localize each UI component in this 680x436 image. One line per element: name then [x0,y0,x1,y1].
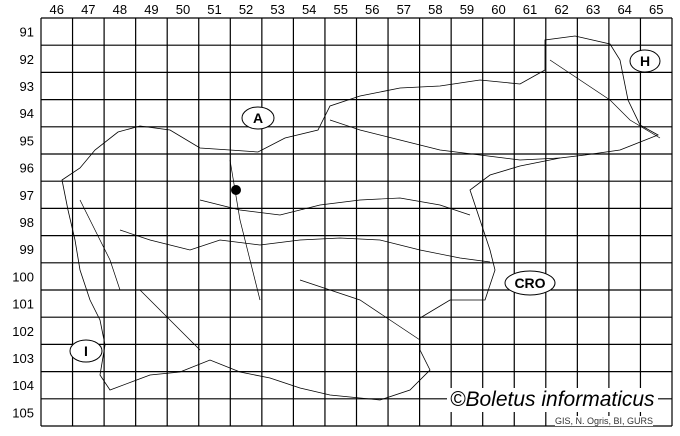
label-hungary: H [629,49,661,73]
row-labels: 91 92 93 94 95 96 97 98 99 100 101 102 103 104 105 [12,25,34,421]
record-dot [231,185,241,195]
column-labels: 46 47 48 49 50 51 52 53 54 55 56 57 58 59 60 61 62 63 64 65 [50,2,664,17]
grid-lines [40,17,673,427]
svg-text:I: I [84,343,88,359]
column-label: 53 [270,2,284,17]
column-label: 59 [460,2,474,17]
column-label: 48 [113,2,127,17]
row-label: 102 [12,324,34,339]
svg-text:A: A [253,110,263,126]
column-label: 54 [302,2,316,17]
column-label: 60 [491,2,505,17]
row-label: 98 [20,215,34,230]
column-label: 51 [207,2,221,17]
credit-text: GIS, N. Ogris, BI, GURS [555,416,654,426]
column-label: 56 [365,2,379,17]
label-austria: A [241,106,275,130]
column-label: 63 [586,2,600,17]
row-label: 101 [12,297,34,312]
row-label: 93 [20,79,34,94]
column-label: 52 [239,2,253,17]
country-border [61,35,659,401]
row-label: 94 [20,106,34,121]
svg-text:CRO: CRO [514,275,545,291]
column-label: 57 [397,2,411,17]
column-label: 46 [50,2,64,17]
label-italy: I [69,339,103,363]
column-label: 47 [81,2,95,17]
rivers [79,59,661,351]
column-label: 50 [176,2,190,17]
row-label: 99 [20,242,34,257]
column-label: 58 [428,2,442,17]
column-label: 62 [554,2,568,17]
column-label: 55 [333,2,347,17]
row-label: 104 [12,378,34,393]
row-label: 96 [20,161,34,176]
svg-text:H: H [640,53,650,69]
row-label: 105 [12,405,34,420]
row-label: 95 [20,133,34,148]
column-label: 49 [144,2,158,17]
row-label: 97 [20,188,34,203]
column-label: 61 [523,2,537,17]
row-label: 100 [12,269,34,284]
row-label: 92 [20,52,34,67]
row-label: 91 [20,25,34,40]
label-croatia: CRO [504,270,556,296]
column-label: 65 [649,2,663,17]
row-label: 103 [12,351,34,366]
column-label: 64 [617,2,631,17]
copyright-text: ©Boletus informaticus [447,388,658,412]
